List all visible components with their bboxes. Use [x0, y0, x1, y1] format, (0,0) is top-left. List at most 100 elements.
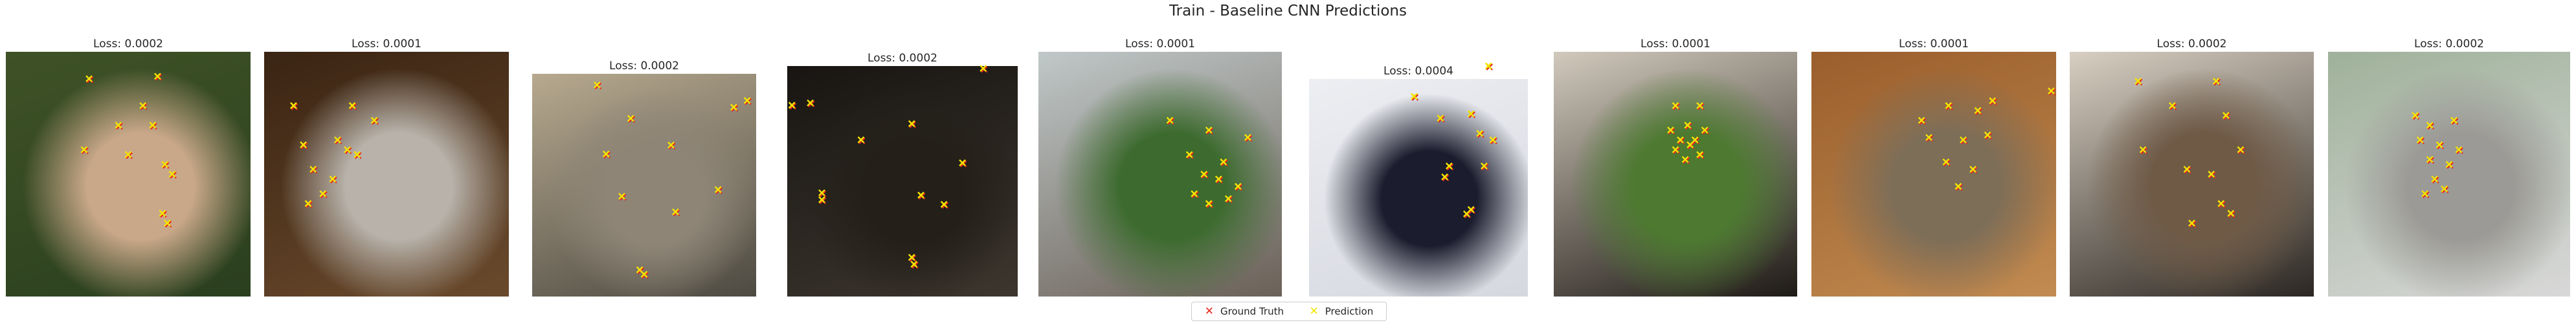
cat-photo	[787, 66, 1018, 297]
keypoint-overlay	[290, 102, 379, 208]
prediction-point	[319, 190, 327, 197]
prediction-panel: Loss: 0.0001	[1038, 38, 1282, 297]
prediction-point	[908, 254, 915, 261]
prediction-point	[1191, 190, 1198, 197]
prediction-point	[618, 192, 625, 200]
prediction-point	[1696, 151, 1703, 159]
prediction-point	[788, 102, 796, 109]
prediction-point	[1200, 170, 1208, 178]
prediction-point	[1220, 158, 1227, 166]
prediction-point	[1489, 136, 1497, 144]
panel-title: Loss: 0.0002	[2156, 38, 2227, 50]
ground-truth-x-icon: ✕	[1204, 304, 1214, 318]
prediction-point	[1686, 141, 1694, 148]
prediction-point	[329, 175, 337, 183]
prediction-point	[1681, 155, 1689, 163]
keypoint-overlay	[1410, 62, 1497, 219]
prediction-point	[2222, 111, 2230, 119]
panel-title: Loss: 0.0001	[1641, 38, 1710, 50]
prediction-point	[161, 161, 169, 168]
prediction-point	[1696, 102, 1703, 109]
panel-title: Loss: 0.0002	[2414, 38, 2484, 50]
prediction-point	[730, 104, 737, 111]
keypoint-overlay	[1166, 117, 1253, 208]
prediction-panel: Loss: 0.0002	[2070, 38, 2314, 297]
prediction-point	[1205, 126, 1213, 134]
prediction-point	[2426, 155, 2434, 163]
prediction-point	[168, 170, 176, 178]
prediction-point	[2139, 146, 2147, 153]
cat-photo	[1554, 52, 1797, 297]
prediction-point	[1484, 62, 1492, 70]
cat-photo	[1811, 52, 2056, 297]
prediction-point	[1677, 136, 1684, 144]
prediction-point	[304, 200, 312, 207]
keypoint-overlay	[1667, 102, 1709, 164]
figure-title: Train - Baseline CNN Predictions	[1169, 3, 1407, 19]
keypoint-overlay	[593, 81, 752, 279]
prediction-point	[370, 117, 378, 124]
prediction-panel: Loss: 0.0001	[1811, 38, 2056, 297]
prediction-point	[159, 210, 166, 217]
cat-photo	[1309, 79, 1528, 297]
panel-title: Loss: 0.0002	[868, 52, 937, 65]
prediction-point	[344, 146, 351, 153]
prediction-point	[2208, 170, 2215, 178]
prediction-point	[1166, 117, 1174, 124]
prediction-point	[2431, 175, 2438, 183]
cat-photo	[2070, 52, 2314, 297]
prediction-point	[667, 141, 675, 149]
legend: ✕ Ground Truth ✕ Prediction	[1191, 302, 1387, 321]
prediction-point	[348, 102, 356, 109]
prediction-point	[2212, 78, 2220, 85]
prediction-point	[164, 219, 171, 227]
prediction-point	[2421, 190, 2428, 197]
prediction-point	[115, 122, 122, 129]
prediction-point	[1942, 158, 1950, 166]
prediction-point	[290, 102, 297, 109]
prediction-point	[593, 81, 601, 89]
prediction-point	[908, 120, 915, 128]
prediction-point	[1463, 210, 1470, 218]
prediction-point	[940, 201, 948, 208]
prediction-point	[2450, 117, 2458, 124]
prediction-point	[149, 122, 157, 129]
prediction-point	[2217, 200, 2225, 207]
prediction-point	[2416, 136, 2424, 144]
panel-title: Loss: 0.0001	[1125, 38, 1195, 50]
prediction-point	[2168, 102, 2176, 109]
prediction-point	[818, 189, 825, 197]
prediction-point	[2227, 210, 2235, 217]
prediction-point	[807, 99, 814, 107]
prediction-point	[627, 115, 634, 122]
prediction-point	[602, 150, 610, 158]
prediction-x-icon: ✕	[1309, 304, 1319, 318]
prediction-point	[980, 65, 987, 72]
prediction-point	[334, 136, 341, 144]
prediction-point	[1918, 117, 1925, 124]
prediction-point	[743, 96, 751, 104]
keypoint-overlay	[2412, 111, 2463, 199]
prediction-point	[640, 271, 648, 278]
panel-title: Loss: 0.0002	[609, 60, 679, 73]
prediction-point	[2134, 78, 2142, 85]
prediction-point	[959, 159, 966, 166]
keypoint-overlay	[1918, 87, 2056, 191]
panel-title: Loss: 0.0002	[93, 38, 163, 50]
prediction-point	[2237, 146, 2245, 153]
keypoint-overlay	[80, 73, 177, 228]
legend-label-ground-truth: Ground Truth	[1220, 306, 1284, 317]
prediction-point	[1691, 136, 1699, 144]
prediction-point	[2441, 185, 2448, 193]
prediction-point	[1925, 133, 1932, 141]
prediction-point	[1467, 110, 1475, 118]
prediction-point	[1954, 183, 1962, 190]
prediction-point	[1974, 107, 1982, 115]
prediction-point	[1672, 146, 1679, 153]
prediction-point	[1244, 133, 1251, 141]
prediction-point	[2455, 146, 2463, 153]
prediction-panel: Loss: 0.0002	[6, 38, 251, 297]
prediction-point	[1481, 162, 1488, 170]
prediction-point	[1437, 115, 1444, 122]
prediction-point	[1224, 195, 1232, 203]
